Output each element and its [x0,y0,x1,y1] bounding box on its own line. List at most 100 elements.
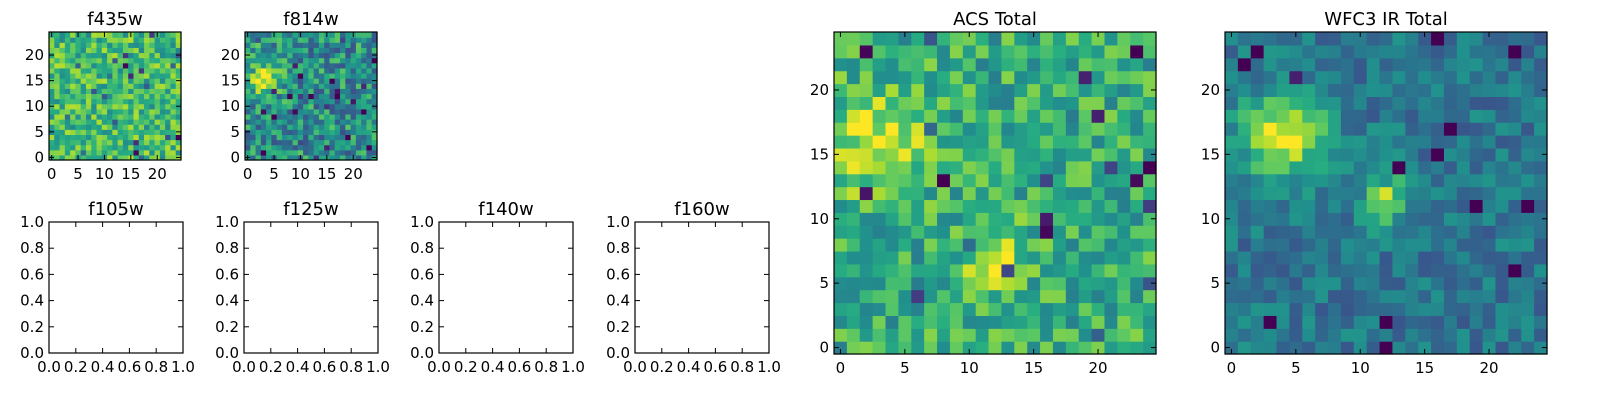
y-tick-label: 20 [810,81,829,99]
heatmap-cell [271,83,278,89]
heatmap-cell [175,72,182,79]
heatmap-cell [260,134,267,141]
heatmap-cell [117,108,124,115]
heatmap-cell [345,139,352,146]
heatmap-cell [1289,147,1303,162]
heatmap-cell [329,149,336,156]
heatmap-cell [1091,199,1106,213]
heatmap-cell [297,134,304,141]
heatmap-cell [334,93,341,100]
heatmap-cell [1392,186,1406,201]
heatmap-cell [1418,160,1432,175]
heatmap-cell [308,93,315,100]
heatmap-cell [911,250,925,265]
heatmap-cell [245,113,251,120]
heatmap-cell [1482,199,1497,213]
heatmap-cell [1328,341,1342,355]
heatmap-cell [924,160,938,175]
heatmap-cell [1508,147,1522,162]
heatmap-cell [287,149,294,156]
heatmap-cell [308,119,315,125]
heatmap-cell [924,212,938,226]
heatmap-cell [1040,289,1054,304]
heatmap-cell [340,154,346,161]
heatmap-cell [1052,238,1067,252]
heatmap-cell [1495,44,1509,59]
heatmap-cell [988,173,1003,188]
heatmap-cell [1040,109,1054,123]
heatmap-cell [988,341,1003,355]
heatmap-cell [144,52,150,59]
heatmap-cell [361,134,368,141]
heatmap-cell [64,103,71,110]
heatmap-cell [334,98,341,105]
heatmap-cell [924,315,938,329]
heatmap-cell [313,103,320,110]
heatmap-cell [80,32,87,38]
heatmap-cell [107,139,113,146]
heatmap-cell [1104,302,1118,316]
heatmap-cell [1392,160,1406,175]
heatmap-cell [1315,96,1329,110]
heatmap-cell [318,62,325,69]
heatmap-cell [313,129,320,135]
heatmap-cell [361,42,368,48]
heatmap-cell [149,113,156,120]
heatmap-cell [281,139,288,146]
heatmap-cell [138,129,145,135]
heatmap-cell [1117,250,1131,265]
heatmap-cell [1143,57,1157,72]
heatmap-cell [1456,160,1471,175]
heatmap-cell [117,93,124,100]
heatmap-cell [159,72,166,79]
heatmap-cell [1027,32,1041,46]
heatmap-cell [70,52,76,59]
heatmap-cell [846,147,861,162]
heatmap-cell [49,83,55,89]
heatmap-cell [170,119,177,125]
heatmap-cell [154,119,161,125]
heatmap-cell [1315,109,1329,123]
heatmap-cell [91,42,98,48]
heatmap-cell [911,276,925,291]
heatmap-cell [1328,32,1342,46]
heatmap-cell [924,263,938,278]
heatmap-cell [355,78,362,84]
heatmap-cell [1405,302,1419,316]
heatmap-cell [1340,225,1355,239]
heatmap-cell [885,263,899,278]
heatmap-cell [962,289,977,304]
heatmap-cell [112,37,119,43]
heatmap-cell [1534,289,1548,304]
heatmap-cell [271,72,278,79]
heatmap-cell [297,78,304,84]
heatmap-cell [1340,341,1355,355]
heatmap-cell [149,103,156,110]
heatmap-cell [1237,44,1252,59]
heatmap-cell [1443,276,1458,291]
heatmap-cell [340,144,346,151]
heatmap-cell [1534,238,1548,252]
heatmap-cell [112,57,119,64]
heatmap-cell [80,149,87,156]
heatmap-cell [872,238,887,252]
heatmap-cell [70,98,76,105]
heatmap-cell [1117,44,1131,59]
heatmap-cell [334,154,341,161]
heatmap-cell [1315,147,1329,162]
heatmap-cell [1302,328,1316,342]
heatmap-cell [1495,225,1509,239]
heatmap-cell [846,263,861,278]
heatmap-cell [64,149,71,156]
heatmap-cell [170,72,177,79]
heatmap-cell [112,98,119,105]
heatmap-cell [885,289,899,304]
heatmap-cell [250,67,257,74]
heatmap-cell [1250,44,1265,59]
heatmap-cell [846,289,861,304]
heatmap-cell [101,83,108,89]
heatmap-cell [1065,32,1080,46]
heatmap-cell [1431,122,1445,136]
heatmap-cell [898,315,912,329]
heatmap-cell [1392,315,1406,329]
